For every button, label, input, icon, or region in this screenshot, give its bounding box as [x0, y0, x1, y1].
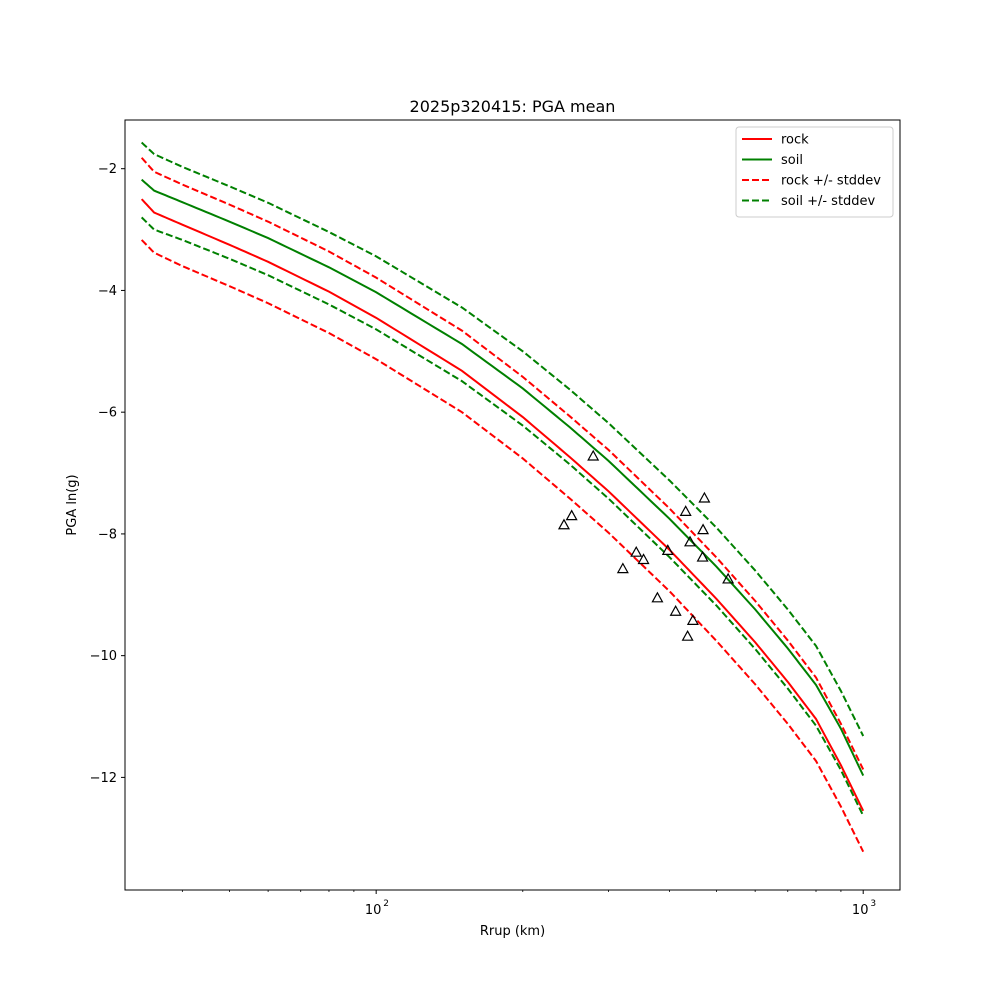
observation-marker: [696, 550, 709, 562]
observation-marker: [661, 544, 674, 555]
y-tick-label: −10: [90, 649, 117, 664]
x-tick-label: 10: [365, 903, 382, 918]
observation-marker: [565, 509, 578, 521]
observation-marker: [681, 629, 694, 641]
observation-markers-layer: [557, 449, 735, 641]
observation-marker: [587, 449, 600, 461]
x-axis-label: Rrup (km): [480, 924, 545, 939]
observation-marker: [684, 535, 697, 547]
legend-label: rock: [781, 133, 809, 148]
series-line-5: [140, 141, 865, 737]
y-tick-label: −2: [98, 162, 117, 177]
observation-marker: [557, 518, 570, 530]
series-line-2: [140, 178, 865, 776]
legend-label: soil: [781, 153, 803, 168]
y-tick-label: −6: [98, 406, 117, 421]
x-tick-label-exponent: 2: [383, 899, 389, 909]
series-line-3: [140, 157, 865, 770]
observation-marker: [697, 523, 710, 535]
y-tick-label: −12: [90, 771, 117, 786]
observation-marker: [679, 505, 692, 516]
y-axis-label: PGA ln(g): [65, 474, 80, 535]
y-axis: −2 −4 −6 −8 −10 −12: [90, 162, 125, 786]
legend-label: rock +/- stddev: [781, 174, 881, 189]
legend: rock soil rock +/- stddev soil +/- stddev: [735, 126, 894, 218]
chart-title: 2025p320415: PGA mean: [410, 97, 616, 116]
observation-marker: [616, 562, 629, 574]
observation-marker: [686, 614, 699, 625]
observation-marker: [669, 604, 682, 616]
curves-layer: [140, 141, 865, 853]
observation-marker: [698, 491, 711, 503]
series-line-1: [140, 198, 865, 812]
x-tick-label-exponent: 3: [870, 899, 876, 909]
observation-marker: [722, 572, 735, 584]
x-axis: 10 2 10 3: [181, 890, 876, 918]
legend-box: [735, 126, 894, 218]
y-tick-label: −4: [98, 284, 117, 299]
observation-marker: [637, 553, 650, 565]
series-line-4: [140, 239, 865, 853]
x-tick-label: 10: [852, 903, 869, 918]
plot-frame: [124, 119, 901, 891]
observation-marker: [630, 545, 643, 557]
y-tick-label: −8: [98, 527, 117, 542]
observation-marker: [651, 591, 664, 603]
legend-label: soil +/- stddev: [781, 194, 876, 209]
